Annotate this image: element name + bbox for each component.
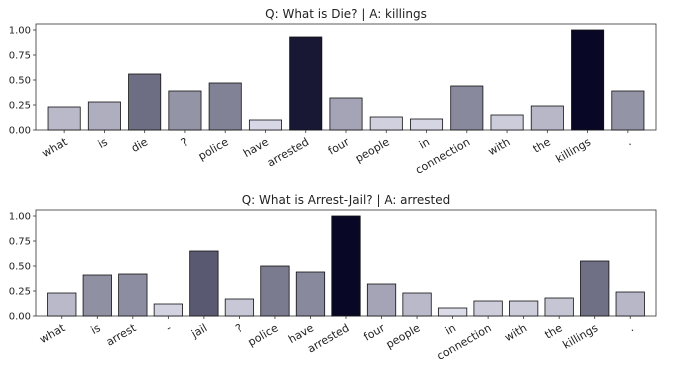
x-tick-label: is: [89, 321, 103, 337]
bar: [329, 97, 363, 131]
chart-1: Q: What is Die? | A: killings 0.00 0.25 0.5…: [9, 7, 657, 177]
x-tick-label: ?: [233, 321, 245, 335]
bar: [248, 119, 282, 131]
y-tick-label: 0.25: [9, 287, 31, 298]
y-tick-label: 0.50: [9, 76, 31, 87]
x-tick-label: what: [37, 321, 67, 346]
x-tick-label: the: [543, 321, 565, 341]
y-tick-label: 0.25: [9, 101, 31, 112]
bar: [580, 260, 610, 317]
bar: [189, 250, 219, 317]
y-tick-label: 0.75: [9, 51, 31, 62]
bar: [128, 73, 162, 131]
x-tick-label: arrest: [104, 321, 139, 349]
bar: [260, 265, 290, 317]
bar: [450, 85, 484, 131]
bar: [289, 36, 323, 131]
bar: [87, 101, 121, 131]
bar: [118, 273, 148, 317]
bar: [402, 292, 432, 317]
bar: [208, 82, 242, 131]
bar: [47, 106, 81, 131]
bar: [295, 271, 326, 317]
y-tick-label: 1.00: [9, 212, 31, 223]
bar: [473, 300, 503, 317]
x-tick-label: police: [246, 321, 281, 349]
x-tick-label: killings: [561, 321, 601, 352]
x-tick-label: what: [40, 135, 70, 160]
bar: [410, 118, 444, 131]
x-tick-label: in: [443, 321, 458, 337]
x-tick-label: police: [196, 135, 231, 163]
bar: [366, 283, 397, 317]
x-tick-label: is: [96, 135, 110, 151]
bar: [544, 297, 574, 317]
x-tick-label: people: [353, 135, 392, 165]
chart-2: Q: What is Arrest-Jail? | A: arrested 0.0…: [9, 193, 657, 363]
bar: [153, 303, 183, 317]
chart-title: Q: What is Arrest-Jail? | A: arrested: [242, 193, 451, 207]
chart-title: Q: What is Die? | A: killings: [265, 7, 427, 21]
bar: [47, 292, 77, 317]
x-tick-label: with: [502, 321, 529, 344]
bar: [509, 300, 539, 317]
bar: [615, 291, 645, 317]
bar: [437, 307, 468, 317]
x-tick-label: four: [326, 135, 352, 158]
bar: [82, 274, 112, 317]
y-tick-label: 0.50: [9, 262, 31, 273]
bar: [224, 298, 255, 317]
x-tick-label: jail: [188, 321, 209, 341]
x-tick-label: .: [624, 135, 634, 148]
y-tick-label: 0.75: [9, 237, 31, 248]
bar: [571, 29, 605, 131]
x-tick-label: .: [626, 321, 636, 334]
bar: [490, 114, 524, 131]
bar: [331, 215, 361, 317]
x-tick-label: arrested: [265, 135, 311, 169]
x-tick-label: people: [384, 321, 423, 351]
bar: [369, 116, 403, 131]
y-tick-label: 1.00: [9, 26, 31, 37]
x-tick-label: ?: [179, 135, 191, 149]
bar: [168, 90, 202, 131]
x-tick-label: die: [129, 135, 150, 155]
y-tick-label: 0.00: [9, 312, 31, 323]
x-tick-label: with: [486, 135, 513, 158]
bar: [611, 90, 645, 131]
y-tick-label: 0.00: [9, 126, 31, 137]
x-tick-label: in: [417, 135, 432, 151]
bar: [530, 105, 564, 131]
x-tick-label: killings: [553, 135, 593, 166]
x-tick-label: the: [531, 135, 553, 155]
x-tick-label: -: [164, 321, 174, 334]
